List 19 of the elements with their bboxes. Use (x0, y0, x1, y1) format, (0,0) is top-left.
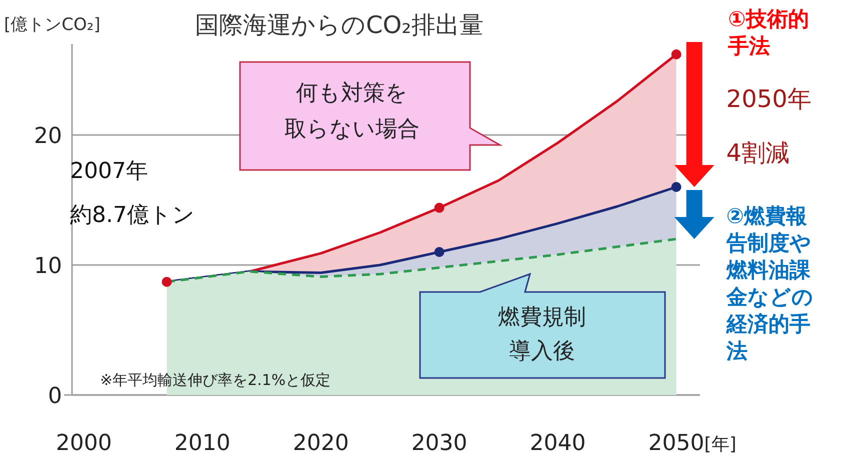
x-tick-label: 2020 (292, 431, 349, 456)
x-tick-label: 2050 (648, 431, 704, 456)
x-axis-title: [年] (704, 434, 736, 455)
x-tick-label: 2010 (174, 431, 230, 456)
chart-title: 国際海運からのCO₂排出量 (195, 11, 484, 39)
annotation: 燃費規制導入後 (498, 305, 586, 364)
annotation: 2050年4割減 (726, 85, 812, 167)
y-tick-label: 20 (34, 124, 62, 149)
y-axis-title: [億トンCO₂] (4, 15, 100, 35)
x-tick-label: 2000 (56, 431, 112, 456)
y-tick-label: 10 (34, 254, 62, 279)
x-tick-label: 2030 (411, 431, 468, 456)
annotation: ※年平均輸送伸び率を2.1%と仮定 (100, 371, 331, 389)
text: ①技術的手法 (727, 7, 809, 58)
x-tick-label: 2040 (530, 431, 586, 456)
annotation: 2007年約8.7億トン (70, 159, 195, 228)
annotation: 何も対策を取らない場合 (284, 81, 420, 142)
y-tick-label: 0 (48, 384, 62, 409)
annotation: ②燃費報告制度や燃料油課金などの経済的手法 (725, 204, 814, 363)
